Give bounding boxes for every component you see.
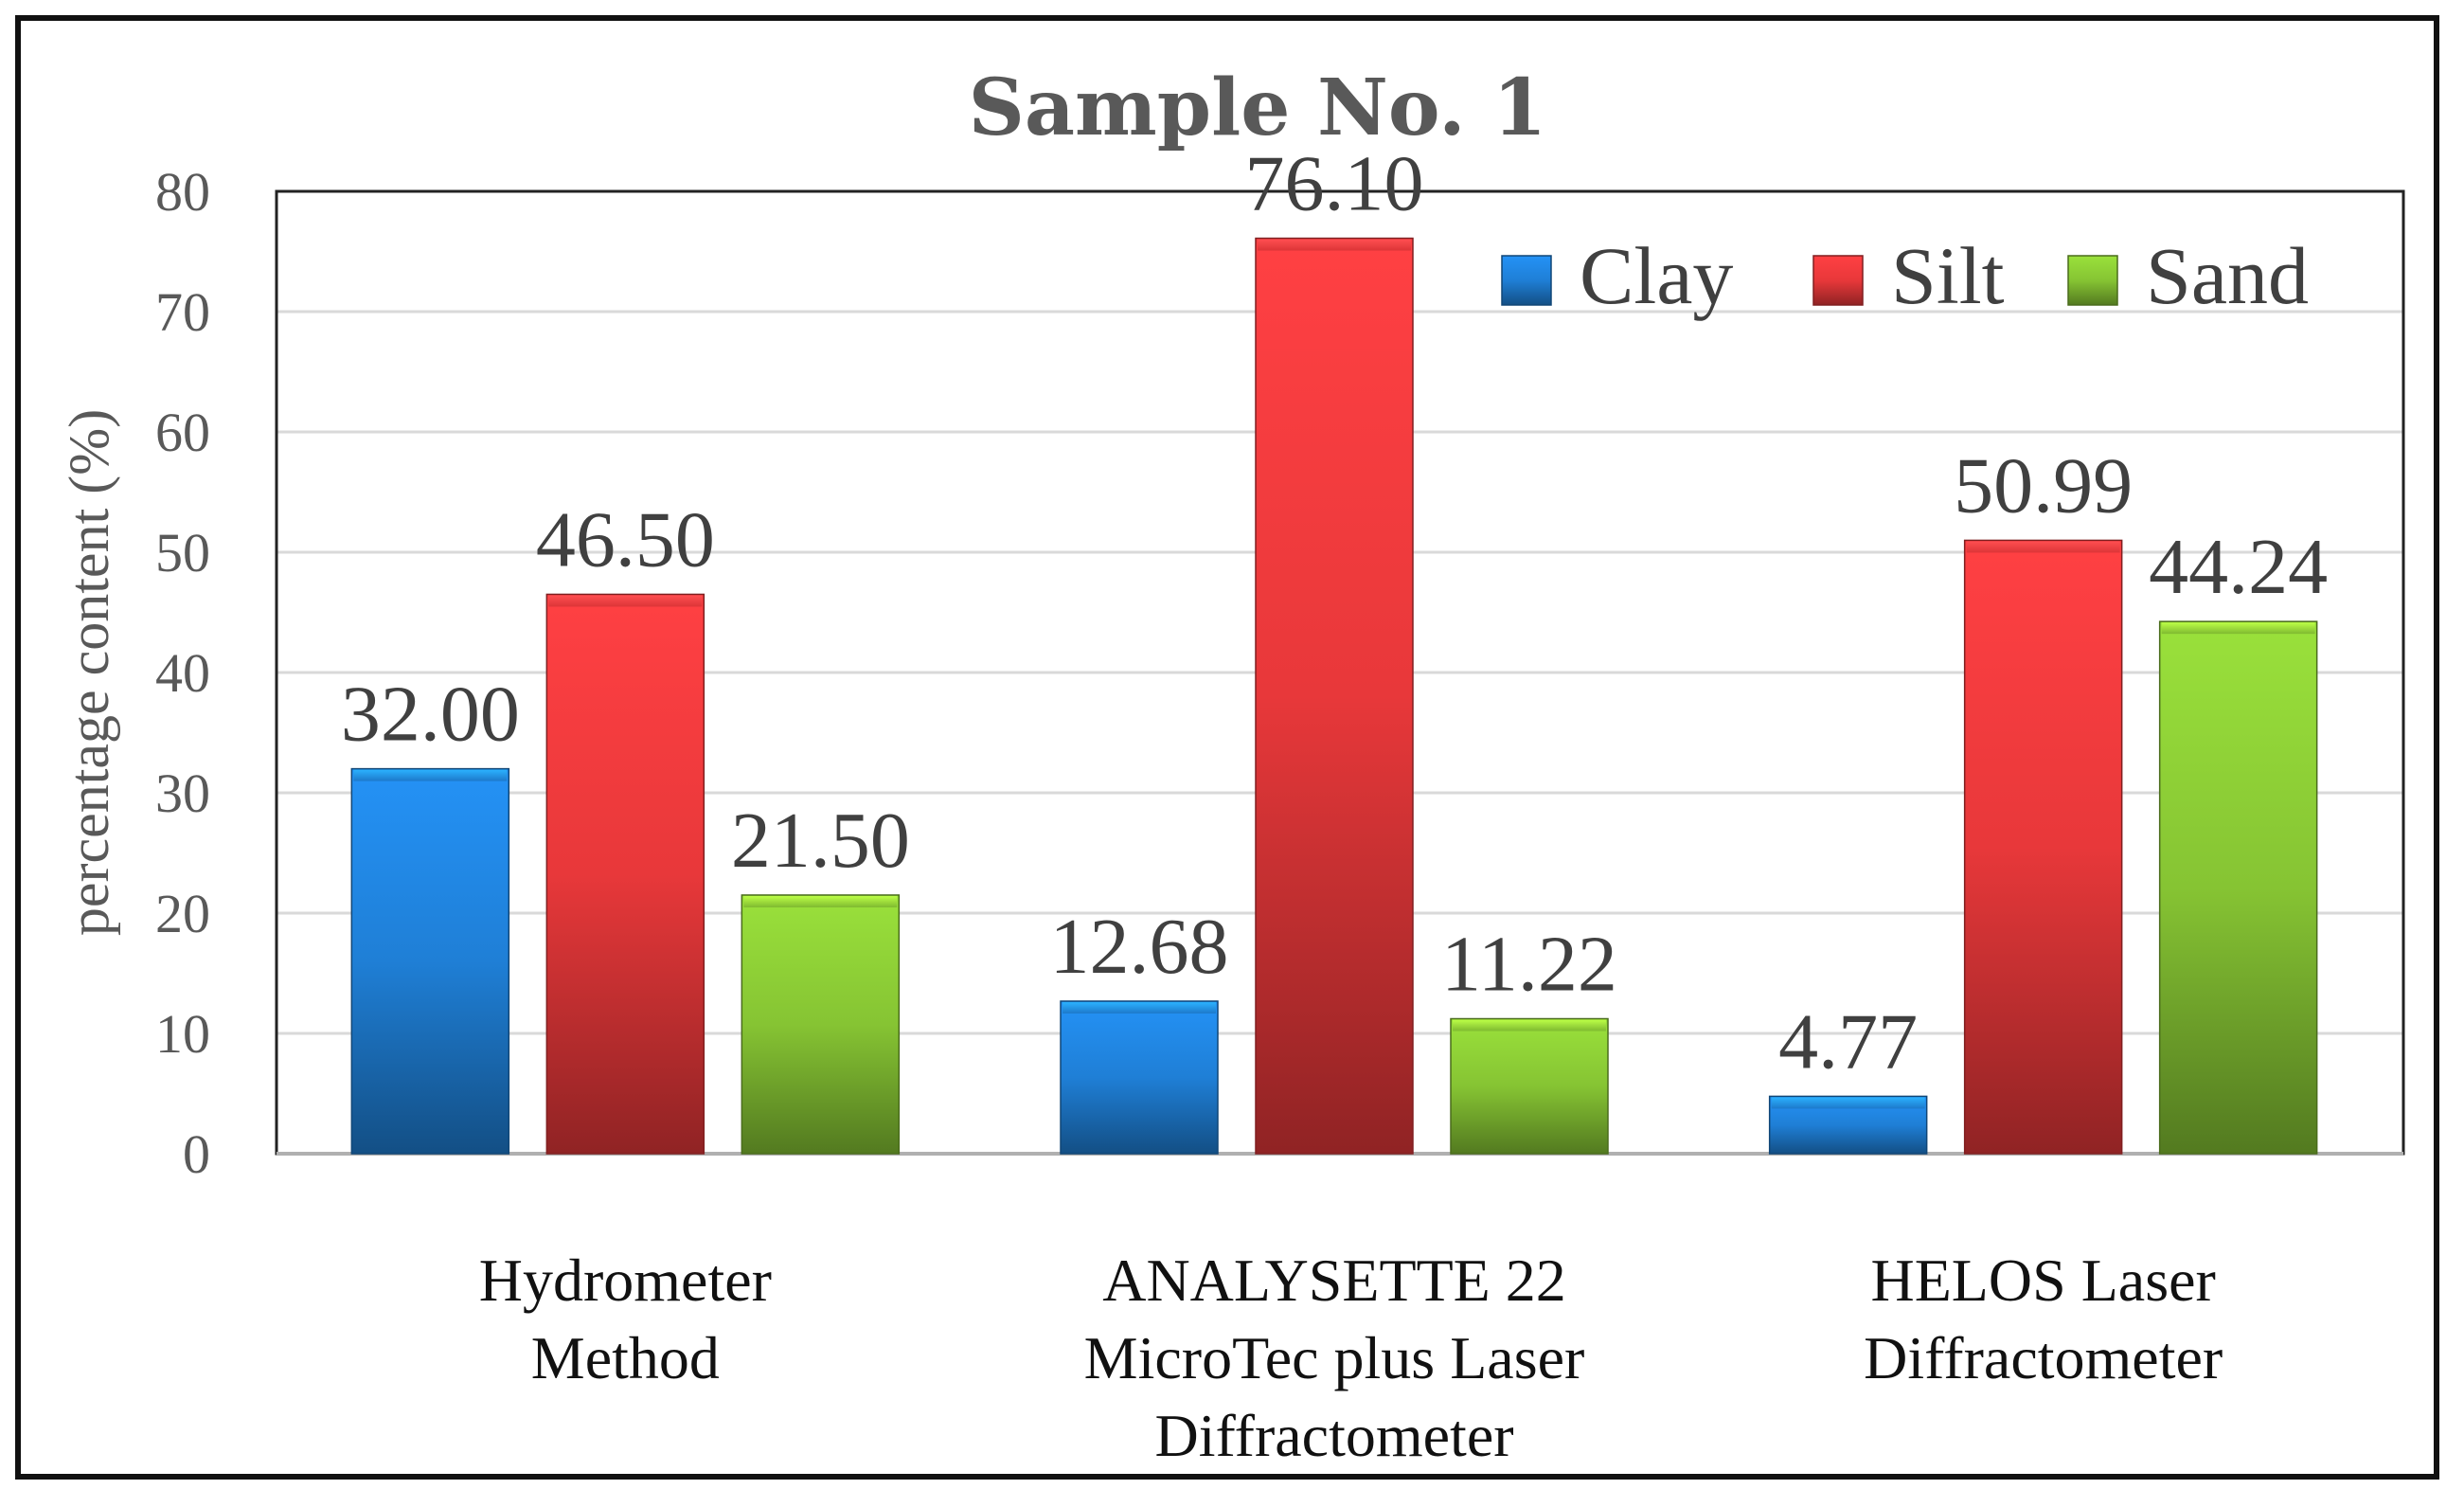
data-label-silt-1: 46.50 [536,495,715,583]
category-label-line: MicroTec plus Laser [1084,1324,1585,1391]
bar-bevel-silt-1 [548,595,703,607]
data-label-sand-2: 11.22 [1441,921,1617,1009]
bar-bevel-sand-1 [743,895,898,907]
y-tick-label-50: 50 [155,522,210,583]
category-label-line: HELOS Laser [1870,1247,2215,1314]
category-label-line: ANALYSETTE 22 [1102,1247,1566,1314]
category-label-line: Hydrometer [479,1247,772,1314]
bar-bevel-silt-2 [1258,239,1411,251]
chart-title: Sample No. 1 [969,63,1547,153]
bar-bevel-sand-2 [1453,1019,1606,1032]
legend-swatch-sand [2067,255,2118,306]
data-label-clay-3: 4.77 [1778,997,1918,1085]
bar-sand-2 [1450,1017,1609,1155]
legend-label-silt: Silt [1891,230,2005,321]
y-axis-ticks: 0 10 20 30 40 50 60 70 80 [155,161,210,1185]
data-label-clay-1: 32.00 [341,671,520,759]
bar-bevel-silt-3 [1966,541,2120,553]
y-tick-label-40: 40 [155,642,210,704]
data-label-silt-3: 50.99 [1954,441,2133,529]
legend-swatch-silt [1812,255,1864,306]
y-tick-label-70: 70 [155,281,210,343]
bar-silt-1 [545,593,705,1155]
data-label-silt-2: 76.10 [1245,140,1424,228]
legend-label-sand: Sand [2146,230,2309,321]
bars [350,237,2318,1155]
y-tick-label-80: 80 [155,161,210,223]
bar-clay-2 [1060,1000,1219,1155]
bar-bevel-clay-3 [1771,1097,1925,1109]
bar-sand-3 [2158,620,2318,1155]
data-label-sand-1: 21.50 [731,797,910,885]
y-tick-label-10: 10 [155,1003,210,1065]
data-label-clay-2: 12.68 [1050,903,1229,991]
bar-silt-3 [1963,539,2123,1155]
category-labels: Hydrometer Method ANALYSETTE 22 MicroTec pl… [479,1247,2223,1469]
category-label-1: Hydrometer Method [479,1247,772,1391]
category-label-line: Diffractometer [1864,1324,2223,1391]
legend: Clay Silt Sand [1501,230,2309,321]
category-label-3: HELOS Laser Diffractometer [1864,1247,2223,1391]
y-tick-label-20: 20 [155,883,210,944]
y-tick-label-0: 0 [183,1123,210,1185]
category-label-line: Diffractometer [1154,1402,1513,1469]
bar-bevel-sand-3 [2161,622,2315,635]
y-tick-label-60: 60 [155,402,210,463]
y-tick-label-30: 30 [155,762,210,824]
bar-bevel-clay-1 [353,769,508,781]
bar-sand-1 [741,894,901,1155]
bar-clay-1 [350,767,510,1155]
data-label-sand-3: 44.24 [2149,523,2328,611]
y-axis-label: percentage content (%) [58,409,120,936]
bar-bevel-clay-2 [1062,1001,1216,1014]
legend-swatch-clay [1501,255,1552,306]
category-label-2: ANALYSETTE 22 MicroTec plus Laser Diffract… [1084,1247,1585,1469]
category-label-line: Method [531,1324,720,1391]
bar-silt-2 [1255,237,1414,1155]
legend-label-clay: Clay [1580,230,1733,321]
